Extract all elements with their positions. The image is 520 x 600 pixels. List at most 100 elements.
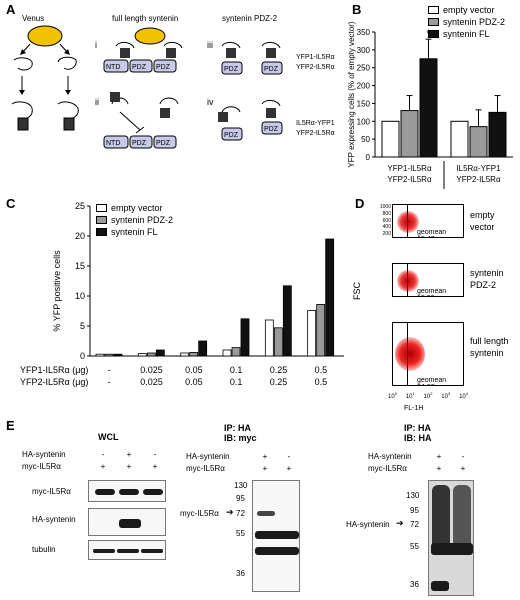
wcl-label-tubulin: tubulin xyxy=(32,545,56,554)
svg-text:PDZ: PDZ xyxy=(224,66,239,73)
band xyxy=(93,549,115,553)
flow-yticks-1: 1000 800 600 400 200 xyxy=(365,204,391,238)
legend-c-swatch-pdz2 xyxy=(96,216,107,224)
row2-caption-1: IL5Rα-YFP1 xyxy=(296,120,335,127)
legend-c-item-0: empty vector xyxy=(111,203,163,213)
legend-c-item-1: syntenin PDZ-2 xyxy=(111,215,174,225)
legend-swatch-fl xyxy=(428,30,439,38)
blot2-sign-ha-1: + xyxy=(262,452,268,461)
ytick-200: 200 xyxy=(382,231,391,238)
c-row2-value: - xyxy=(108,377,111,387)
c-bar xyxy=(189,351,199,357)
c-bar xyxy=(222,349,232,357)
c-bar xyxy=(180,352,190,357)
wcl-sign-ha-3: - xyxy=(153,450,157,459)
flow-plot-1: geomean 15.47 xyxy=(392,204,464,238)
blot3-arrow-icon: ➔ xyxy=(396,518,404,528)
roman-i: i xyxy=(95,40,97,50)
band xyxy=(257,511,275,516)
flow-density-2 xyxy=(397,270,419,292)
band xyxy=(255,547,299,555)
blot3-row-ha: HA-syntenin xyxy=(368,452,412,461)
band xyxy=(432,485,450,551)
flow-ylabel: FSC xyxy=(352,282,362,300)
b-significance-star: * xyxy=(426,28,431,40)
legend-b-item-1: syntenin PDZ-2 xyxy=(443,17,506,27)
svg-text:PDZ: PDZ xyxy=(264,126,279,133)
ytick-600: 600 xyxy=(382,217,391,224)
blot2-title-2: IB: myc xyxy=(224,433,257,443)
band xyxy=(119,489,139,495)
wcl-row-ha: HA-syntenin xyxy=(22,450,66,459)
wcl-row-myc: myc-IL5Rα xyxy=(22,462,61,471)
c-ytick-label: 10 xyxy=(75,291,85,301)
c-bar xyxy=(282,285,292,357)
xtick-3: 103 xyxy=(441,391,451,400)
blot2-sign-myc-2: + xyxy=(286,464,292,473)
blot2-arrow-label: myc-IL5Rα xyxy=(180,509,219,518)
b-ytick-label: 250 xyxy=(357,64,371,73)
row1-caption-1: YFP1-IL5Rα xyxy=(296,54,335,61)
c-row1-value: 0.25 xyxy=(270,365,288,375)
ytick-800: 800 xyxy=(382,210,391,217)
blot2-arrow-icon: ➔ xyxy=(226,507,234,517)
c-bar xyxy=(316,304,326,357)
wcl-blot-tubulin xyxy=(88,540,166,560)
blot2-row-ha: HA-syntenin xyxy=(186,452,230,461)
blot3-row-myc: myc-IL5Rα xyxy=(368,464,407,473)
legend-b: empty vector syntenin PDZ-2 syntenin FL xyxy=(428,4,518,40)
blot3-marker-95: 95 xyxy=(410,506,419,515)
band xyxy=(453,485,471,551)
c-row1-value: 0.5 xyxy=(315,365,328,375)
c-row2-value: 0.025 xyxy=(140,377,163,387)
chart-c: 0 5 10 15 20 25 % YFP positive cells YFP1-IL5Rα… xyxy=(20,201,344,387)
legend-swatch-pdz2 xyxy=(428,18,439,26)
venus-label: Venus xyxy=(22,14,45,23)
c-row1-value: 0.025 xyxy=(140,365,163,375)
legend-c: empty vector syntenin PDZ-2 syntenin FL xyxy=(96,202,196,238)
svg-text:PDZ: PDZ xyxy=(132,140,147,147)
b-ytick-label: 350 xyxy=(357,28,371,37)
full-length-syntenin-title: full length syntenin xyxy=(112,14,179,23)
c-row1-value: - xyxy=(108,365,111,375)
geomean-2: geomean 18.33 xyxy=(417,288,447,296)
blot3-title-1: IP: HA xyxy=(404,423,431,433)
xtick-0: 100 xyxy=(388,391,397,400)
blot3-marker-36: 36 xyxy=(410,580,419,589)
b-ytick-label: 200 xyxy=(357,82,371,91)
legend-c-swatch-empty xyxy=(96,204,107,212)
b-ylabel: YFP expressing cells (% of empty vector) xyxy=(347,22,356,168)
blot3-title-2: IB: HA xyxy=(404,433,432,443)
b-group-label: YFP2-IL5Rα xyxy=(387,175,432,184)
c-ytick-label: 5 xyxy=(80,321,85,331)
b-ytick-label: 150 xyxy=(357,99,371,108)
wcl-blot-ha xyxy=(88,508,166,536)
b-group-label: IL5Rα-YFP1 xyxy=(456,164,501,173)
geomean-1: geomean 15.47 xyxy=(417,229,447,237)
flow-label-2a: syntenin xyxy=(470,268,504,278)
c-bar xyxy=(264,319,274,357)
ytick-1000: 1000 xyxy=(379,204,391,210)
svg-text:PDZ: PDZ xyxy=(156,64,171,71)
c-bar xyxy=(146,352,156,357)
c-row2-value: 0.5 xyxy=(315,377,328,387)
blot3-marker-72: 72 xyxy=(410,520,419,529)
blot2-marker-130: 130 xyxy=(234,481,248,490)
c-row2-value: 0.1 xyxy=(230,377,243,387)
c-bar xyxy=(273,327,283,357)
panel-label-e: E xyxy=(6,418,15,433)
roman-iii: iii xyxy=(207,40,213,50)
row2-caption-2: YFP2-IL5Rα xyxy=(296,130,335,137)
svg-text:PDZ: PDZ xyxy=(132,64,147,71)
band xyxy=(119,519,141,528)
c-row2-value: 0.05 xyxy=(185,377,203,387)
blot3-marker-55: 55 xyxy=(410,542,419,551)
legend-swatch-empty xyxy=(428,6,439,14)
blot2-sign-ha-2: - xyxy=(287,452,291,461)
b-ytick-label: 100 xyxy=(357,117,371,126)
band xyxy=(431,581,449,591)
blot2-marker-55: 55 xyxy=(236,529,245,538)
panel-label-d: D xyxy=(355,196,365,211)
blot3-marker-130: 130 xyxy=(406,491,420,500)
xtick-1: 101 xyxy=(405,391,415,400)
